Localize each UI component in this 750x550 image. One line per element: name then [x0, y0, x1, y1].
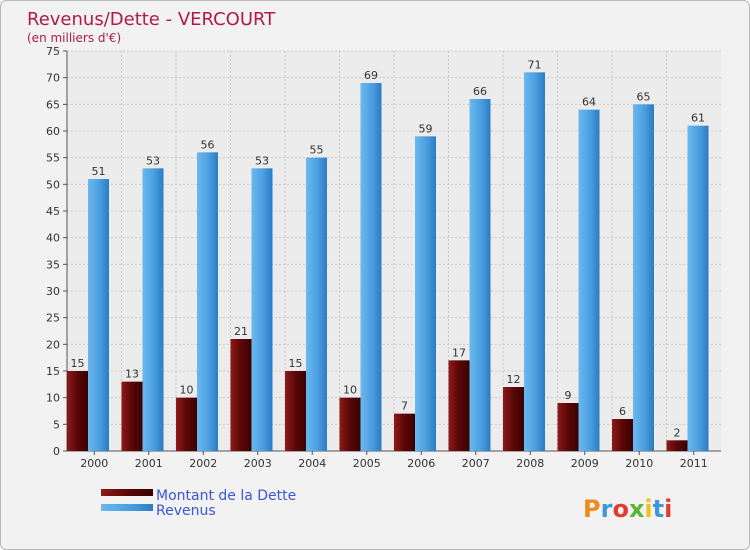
- y-tick-label: 40: [46, 232, 60, 245]
- logo-letter: t: [653, 495, 664, 523]
- bar-revenus: [415, 136, 436, 452]
- bar-dette: [67, 371, 88, 451]
- x-tick-label: 2007: [462, 457, 490, 470]
- logo-letter: i: [664, 495, 672, 523]
- legend-swatch-revenus: [101, 504, 153, 511]
- logo-letter: r: [601, 495, 613, 523]
- logo-letter: i: [644, 495, 652, 523]
- value-label-dette: 6: [619, 405, 626, 418]
- value-label-revenus: 65: [637, 90, 651, 103]
- value-label-dette: 21: [234, 325, 248, 338]
- x-tick-label: 2009: [571, 457, 599, 470]
- value-label-revenus: 51: [92, 165, 106, 178]
- x-tick-label: 2005: [353, 457, 381, 470]
- x-tick-label: 2000: [80, 457, 108, 470]
- y-tick-label: 5: [53, 418, 60, 431]
- bar-revenus: [306, 157, 327, 451]
- x-tick-label: 2010: [625, 457, 653, 470]
- bar-dette: [394, 413, 415, 451]
- x-tick-label: 2002: [189, 457, 217, 470]
- value-label-revenus: 55: [310, 144, 324, 157]
- legend-label-dette: Montant de la Dette: [156, 488, 296, 504]
- y-tick-label: 50: [46, 178, 60, 191]
- y-tick-label: 15: [46, 365, 60, 378]
- value-label-dette: 15: [71, 357, 85, 370]
- bar-dette: [503, 387, 524, 451]
- bar-dette: [666, 440, 688, 451]
- bar-revenus: [197, 152, 218, 452]
- chart-subtitle: (en milliers d'€): [27, 31, 121, 45]
- y-tick-label: 30: [46, 285, 60, 298]
- y-tick-label: 45: [46, 205, 60, 218]
- y-tick-label: 20: [46, 338, 60, 351]
- bar-dette: [612, 419, 633, 451]
- bar-dette: [121, 381, 143, 451]
- logo-letter: o: [612, 495, 629, 523]
- x-tick-label: 2008: [516, 457, 544, 470]
- bar-revenus: [142, 168, 164, 452]
- grid: [67, 50, 721, 451]
- logo-letter: P: [583, 495, 601, 523]
- bar-dette: [448, 360, 470, 451]
- value-label-revenus: 66: [473, 85, 487, 98]
- value-label-dette: 17: [452, 346, 466, 359]
- value-label-revenus: 53: [255, 154, 269, 167]
- y-tick-label: 35: [46, 258, 60, 271]
- value-label-revenus: 53: [146, 154, 160, 167]
- legend: Montant de la Dette Revenus: [101, 488, 296, 519]
- value-label-dette: 10: [180, 384, 194, 397]
- bar-dette: [285, 371, 306, 451]
- value-label-revenus: 71: [528, 58, 542, 71]
- bars: 1551135310562153155510697591766127196466…: [67, 58, 709, 452]
- y-tick-label: 60: [46, 125, 60, 138]
- legend-label-revenus: Revenus: [156, 503, 216, 519]
- proxiti-logo: Proxiti: [583, 495, 672, 523]
- logo-letter: x: [629, 495, 645, 523]
- value-label-dette: 2: [674, 426, 681, 439]
- y-tick-label: 65: [46, 98, 60, 111]
- value-label-revenus: 56: [201, 138, 215, 151]
- chart-title: Revenus/Dette - VERCOURT: [27, 9, 276, 30]
- x-tick-label: 2001: [135, 457, 163, 470]
- value-label-revenus: 59: [419, 122, 433, 135]
- bar-revenus: [251, 168, 273, 452]
- x-tick-label: 2004: [298, 457, 326, 470]
- value-label-dette: 15: [289, 357, 303, 370]
- y-tick-label: 10: [46, 392, 60, 405]
- value-label-revenus: 64: [582, 96, 596, 109]
- bar-dette: [230, 339, 252, 451]
- y-tick-label: 55: [46, 152, 60, 165]
- bar-revenus: [687, 125, 709, 452]
- value-label-dette: 10: [343, 384, 357, 397]
- y-tick-label: 0: [53, 445, 60, 458]
- y-tick-label: 75: [46, 45, 60, 58]
- value-label-dette: 12: [507, 373, 521, 386]
- bar-revenus: [88, 179, 109, 451]
- bar-revenus: [578, 109, 600, 452]
- x-tick-label: 2011: [680, 457, 708, 470]
- bar-revenus: [633, 104, 654, 451]
- value-label-revenus: 61: [691, 112, 705, 125]
- bar-dette: [557, 403, 579, 451]
- x-tick-label: 2003: [244, 457, 272, 470]
- bar-revenus: [469, 99, 491, 451]
- y-tick-label: 70: [46, 72, 60, 85]
- bar-revenus: [524, 72, 545, 451]
- y-tick-label: 25: [46, 312, 60, 325]
- value-label-dette: 9: [565, 389, 572, 402]
- bar-dette: [339, 397, 361, 451]
- legend-swatch-dette: [101, 489, 153, 496]
- x-tick-label: 2006: [407, 457, 435, 470]
- value-label-dette: 7: [401, 400, 408, 413]
- value-label-dette: 13: [125, 368, 139, 381]
- bar-dette: [176, 397, 197, 451]
- bar-revenus: [360, 83, 382, 451]
- value-label-revenus: 69: [364, 69, 378, 82]
